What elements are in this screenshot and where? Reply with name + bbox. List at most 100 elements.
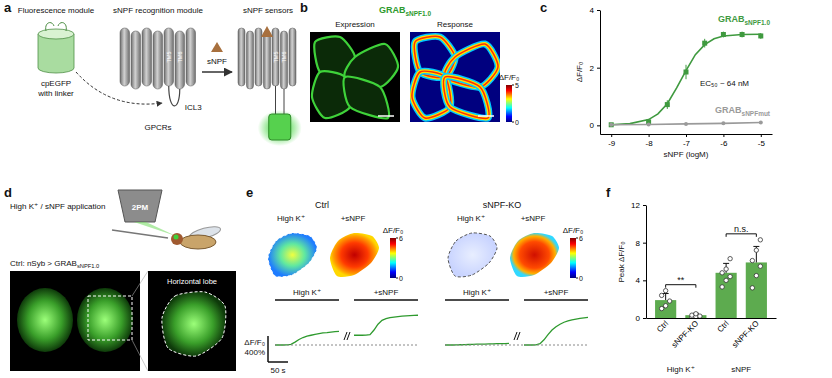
point: [758, 264, 762, 268]
condition-label: High K⁺: [457, 214, 485, 223]
point: [724, 278, 728, 282]
image-background: [310, 32, 400, 122]
panel-label: d: [4, 185, 12, 200]
label: GPCRs: [144, 123, 171, 132]
tick: Ctrl: [655, 318, 670, 334]
tick-mark: [643, 318, 646, 319]
application-bar: [445, 299, 509, 301]
point: [728, 274, 732, 278]
tick-mark: [597, 125, 600, 126]
label: ICL3: [185, 103, 202, 112]
condition-label: High K⁺: [293, 288, 321, 297]
axis-break: [344, 332, 350, 340]
tick: -7: [683, 134, 691, 148]
cell: [344, 77, 389, 119]
tick-label: 0: [636, 314, 641, 323]
colorbar-tick: [512, 85, 514, 86]
series-label: GRABsNPFmut: [715, 105, 771, 117]
helix: [272, 28, 279, 86]
panel-a: Fluorescence modulecpEGFPwith linkersNPF…: [18, 6, 302, 146]
label-sub: sNPF1.0: [744, 19, 770, 26]
insert-arrow: [76, 72, 162, 104]
point: [663, 288, 667, 292]
tick-label: sNPF-KO: [670, 319, 701, 350]
point: [724, 267, 728, 271]
tick-mark: [643, 243, 646, 244]
tick: -5: [758, 134, 766, 148]
sensor-linker: [276, 86, 285, 115]
y-axis: 04812: [631, 201, 646, 323]
group-label: sNPF-KO: [483, 200, 522, 210]
panel-c: -9-8-7-6-5024ΔF/F₀sNPF (logM)GRABsNPF1.0…: [575, 6, 773, 159]
pipette: [112, 230, 168, 238]
colorbar-tick-label: 0: [399, 275, 403, 282]
lobe-signal: [268, 233, 317, 277]
tick-label: 0: [590, 121, 595, 130]
point: [758, 238, 762, 242]
tick: -6: [720, 134, 728, 148]
label-main: GRAB: [718, 14, 745, 24]
helix: [120, 28, 130, 86]
image-background: [410, 32, 500, 122]
tick-label: sNPF-KO: [730, 319, 761, 350]
image-response: [410, 32, 500, 122]
point: [720, 271, 724, 275]
point: [759, 120, 763, 124]
trace: [354, 315, 418, 335]
point: [694, 312, 698, 316]
icl3-loop: [169, 86, 180, 106]
tick-mark: [723, 134, 724, 137]
helix: [255, 28, 262, 86]
label: with linker: [37, 89, 74, 98]
ligand: [211, 42, 223, 52]
plot-area: [655, 238, 767, 318]
application-bar: [524, 299, 588, 301]
group-label: High K⁺: [667, 365, 695, 374]
condition-label: High K⁺: [463, 288, 491, 297]
scale-bar: [378, 115, 394, 117]
label-main: Ctrl: nSyb > GRAB: [10, 259, 77, 268]
x-axis: CtrlsNPF-KOCtrlsNPF-KO: [647, 318, 777, 350]
colorbar-tick: [396, 278, 398, 279]
label: sNPF recognition module: [113, 6, 203, 15]
baseline: [275, 345, 418, 346]
helix: [289, 28, 296, 86]
label-sub: sNPF1.0: [77, 263, 99, 269]
label: Expression: [335, 20, 375, 29]
zoom-box: [88, 296, 132, 340]
tick-mark: [643, 280, 646, 281]
colorbar-label: ΔF/F₀: [499, 73, 520, 82]
colorbar-tick-label: 5: [515, 82, 519, 89]
colorbar-tick-label: 6: [579, 235, 583, 242]
significance: **: [677, 275, 685, 285]
axis-break: [514, 332, 520, 340]
scalebar-y: [267, 336, 269, 362]
tick: 0: [636, 314, 646, 323]
axis-title: sNPF (logM): [664, 150, 709, 159]
sensor-glow: [258, 110, 302, 146]
significance-bracket: [726, 234, 756, 237]
tick-label: 2: [590, 64, 595, 73]
condition-label: High K⁺: [277, 214, 305, 223]
tick-label: -8: [646, 139, 654, 148]
series-label: GRABsNPF1.0: [718, 14, 770, 26]
tick-mark: [643, 205, 646, 206]
bar: [746, 262, 767, 318]
cell-response: [444, 77, 489, 119]
tick: -9: [608, 134, 616, 148]
tick: 4: [590, 6, 600, 15]
tick-mark: [649, 134, 650, 137]
point: [609, 122, 614, 127]
title: GRABsNPF1.0: [379, 5, 431, 17]
colorbar-label: ΔF/F₀: [383, 226, 404, 235]
tick-label: -7: [683, 139, 691, 148]
scalebar-x: [268, 361, 288, 363]
label-main: GRAB: [715, 105, 742, 115]
line: [611, 34, 761, 125]
image-expression: [310, 32, 400, 122]
tick: sNPF-KO: [670, 318, 701, 350]
scale-bar: [478, 115, 494, 117]
colorbar: [570, 238, 576, 278]
condition-label: +sNPF: [521, 214, 546, 223]
lobe-outline: [268, 233, 317, 277]
